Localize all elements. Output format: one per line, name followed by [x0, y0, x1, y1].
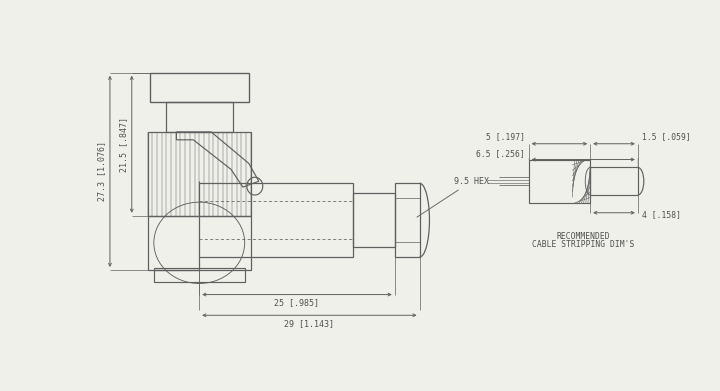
Bar [353, 193, 395, 247]
Text: RECOMMENDED: RECOMMENDED [557, 233, 610, 242]
Text: 29 [1.143]: 29 [1.143] [284, 319, 334, 328]
Bar [148, 132, 251, 216]
Bar [150, 73, 249, 102]
Text: 21.5 [.847]: 21.5 [.847] [119, 117, 128, 172]
Text: 25 [.985]: 25 [.985] [274, 298, 320, 307]
Bar [395, 183, 420, 257]
Bar [153, 268, 245, 282]
Text: 1.5 [.059]: 1.5 [.059] [642, 132, 690, 141]
Bar [199, 183, 353, 257]
Text: 27.3 [1.076]: 27.3 [1.076] [97, 142, 106, 201]
Bar [166, 102, 233, 132]
Text: 4 [.158]: 4 [.158] [642, 210, 681, 219]
Text: 6.5 [.256]: 6.5 [.256] [476, 149, 525, 158]
Bar [590, 167, 638, 195]
Text: 9.5 HEX: 9.5 HEX [417, 177, 490, 217]
Bar [528, 160, 590, 203]
Bar [148, 216, 251, 270]
Text: 5 [.197]: 5 [.197] [486, 132, 525, 141]
Text: CABLE STRIPPING DIM'S: CABLE STRIPPING DIM'S [532, 240, 634, 249]
